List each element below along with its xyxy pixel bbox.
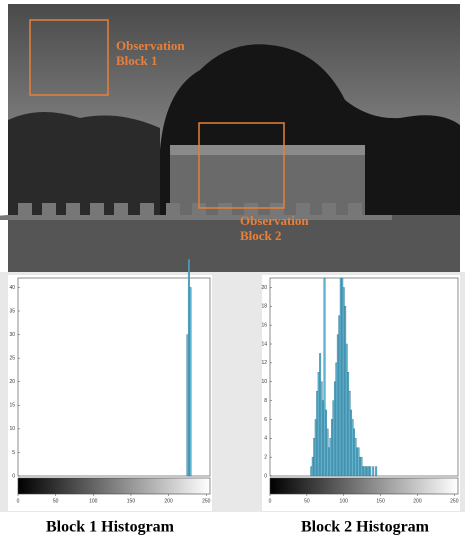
observation-label: Observation bbox=[240, 213, 309, 228]
bar bbox=[348, 390, 351, 477]
bar bbox=[360, 456, 363, 477]
y-tick-label: 0 bbox=[12, 473, 15, 479]
bar bbox=[330, 419, 333, 477]
panel bbox=[8, 275, 212, 511]
y-tick-label: 12 bbox=[261, 360, 267, 366]
caption: Block 2 Histogram bbox=[301, 519, 430, 536]
y-tick-label: 4 bbox=[264, 436, 267, 442]
bar bbox=[338, 315, 341, 477]
x-tick-label: 150 bbox=[127, 498, 136, 504]
x-tick-label: 250 bbox=[202, 498, 211, 504]
bar bbox=[316, 390, 319, 477]
wall bbox=[8, 215, 460, 272]
bar bbox=[357, 447, 360, 477]
y-tick-label: 10 bbox=[261, 379, 267, 385]
y-tick-label: 16 bbox=[261, 322, 267, 328]
bar bbox=[187, 258, 190, 477]
y-tick-label: 30 bbox=[9, 332, 15, 338]
y-tick-label: 35 bbox=[9, 308, 15, 314]
bar bbox=[323, 277, 326, 477]
bar bbox=[364, 466, 367, 477]
bar bbox=[359, 456, 361, 477]
x-tick-label: 150 bbox=[376, 498, 385, 504]
observation-box bbox=[29, 19, 109, 96]
bar bbox=[353, 428, 355, 477]
bar bbox=[319, 353, 322, 477]
bar bbox=[189, 287, 192, 477]
bar bbox=[320, 381, 323, 477]
x-tick-label: 250 bbox=[450, 498, 459, 504]
y-tick-label: 18 bbox=[261, 304, 267, 310]
bar bbox=[367, 466, 370, 477]
bar bbox=[314, 419, 317, 477]
y-tick-label: 0 bbox=[264, 473, 267, 479]
plot-frame bbox=[17, 277, 211, 477]
bar bbox=[186, 334, 189, 477]
colorbar bbox=[17, 477, 211, 495]
bar bbox=[326, 428, 329, 477]
bar bbox=[351, 419, 354, 477]
y-tick-label: 14 bbox=[261, 341, 267, 347]
bar bbox=[363, 466, 366, 477]
y-tick-label: 20 bbox=[261, 285, 267, 291]
trees-left bbox=[8, 111, 160, 220]
bar bbox=[361, 466, 364, 477]
bar bbox=[341, 277, 344, 477]
y-tick-label: 10 bbox=[9, 426, 15, 432]
y-tick-label: 8 bbox=[264, 398, 267, 404]
bar bbox=[342, 287, 345, 477]
bar bbox=[344, 306, 347, 477]
caption: Block 1 Histogram bbox=[46, 519, 175, 536]
bar bbox=[325, 409, 327, 477]
bar bbox=[311, 456, 314, 477]
photo: Observation Block 1 Observation Block 2 bbox=[0, 4, 460, 272]
bar bbox=[333, 381, 336, 477]
x-tick-label: 100 bbox=[340, 498, 349, 504]
bar bbox=[317, 372, 320, 477]
bar bbox=[372, 466, 375, 477]
bar bbox=[332, 400, 335, 477]
x-tick-label: 0 bbox=[269, 498, 272, 504]
crenellations bbox=[0, 203, 392, 220]
y-tick-label: 2 bbox=[264, 454, 267, 460]
y-tick-label: 5 bbox=[12, 450, 15, 456]
bar bbox=[375, 466, 378, 477]
y-tick-label: 15 bbox=[9, 403, 15, 409]
bar bbox=[347, 372, 350, 477]
colorbar bbox=[269, 477, 459, 495]
x-tick-label: 50 bbox=[304, 498, 310, 504]
observation-label: Block 1 bbox=[116, 53, 158, 68]
bar bbox=[335, 362, 338, 477]
bar bbox=[356, 447, 358, 477]
x-tick-label: 50 bbox=[53, 498, 59, 504]
bar bbox=[328, 447, 330, 477]
fort-top bbox=[170, 145, 365, 155]
x-tick-label: 200 bbox=[164, 498, 173, 504]
bar bbox=[354, 438, 357, 477]
bar bbox=[313, 438, 316, 477]
bar bbox=[329, 438, 332, 477]
bar bbox=[339, 277, 342, 477]
bar bbox=[350, 409, 353, 477]
bar bbox=[322, 400, 325, 477]
y-tick-label: 20 bbox=[9, 379, 15, 385]
observation-label: Block 2 bbox=[240, 228, 282, 243]
y-tick-label: 40 bbox=[9, 285, 15, 291]
y-tick-label: 6 bbox=[264, 417, 267, 423]
bar bbox=[366, 466, 369, 477]
x-tick-label: 0 bbox=[17, 498, 20, 504]
bar bbox=[336, 334, 339, 477]
y-tick-label: 25 bbox=[9, 355, 15, 361]
bar bbox=[345, 343, 348, 477]
observation-box bbox=[198, 122, 285, 209]
x-tick-label: 100 bbox=[89, 498, 98, 504]
bar bbox=[369, 466, 372, 477]
x-tick-label: 200 bbox=[413, 498, 422, 504]
observation-label: Observation bbox=[116, 38, 185, 53]
bar bbox=[310, 466, 313, 477]
